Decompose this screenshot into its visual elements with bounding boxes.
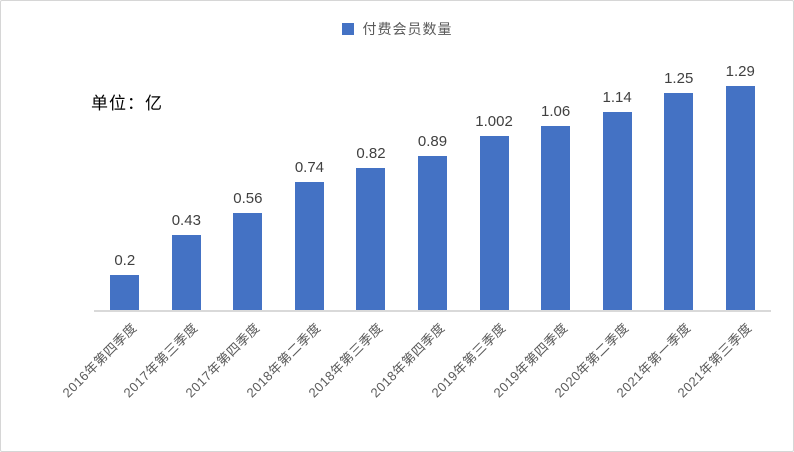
bar-value-label: 1.25 [664, 70, 694, 87]
bar-group: 0.43 [156, 212, 218, 310]
bar-value-label: 0.2 [114, 252, 136, 270]
bar-value-label: 1.002 [475, 113, 513, 131]
x-axis-label: 2019年第三季度 [428, 320, 509, 401]
bar [418, 155, 447, 310]
legend-marker-icon [341, 23, 354, 35]
bar-value-label: 1.06 [541, 103, 571, 120]
x-axis-label: 2017年第四季度 [182, 320, 263, 401]
bar-group: 1.002 [463, 113, 525, 310]
bar-group: 0.56 [217, 190, 279, 310]
bar [110, 275, 140, 310]
x-axis-label: 2020年第二季度 [551, 320, 632, 401]
bar-value-label: 0.56 [233, 189, 263, 207]
bar [356, 167, 386, 310]
bar [479, 136, 509, 310]
bar-group: 0.82 [340, 145, 402, 310]
bar-value-label: 1.29 [725, 63, 755, 81]
x-axis-label: 2018年第四季度 [367, 320, 448, 401]
legend-label: 付费会员数量 [362, 21, 453, 37]
bar [725, 86, 755, 310]
x-axis-label: 2021年第一季度 [613, 320, 694, 401]
x-axis-label: 2017年第三季度 [120, 320, 202, 401]
plot-area: 0.2 0.43 0.56 0.74 0.82 0.89 1.002 1.06 1.14 1.25… [94, 63, 771, 312]
x-axis-label: 2018年第二季度 [243, 320, 325, 401]
bar-value-label: 1.14 [602, 89, 632, 107]
bar-group: 0.89 [402, 132, 464, 310]
x-axis-label: 2016年第四季度 [59, 320, 140, 401]
x-axis-label: 2018年第三季度 [305, 320, 386, 401]
bar [294, 181, 324, 310]
x-axis-label: 2021年第三季度 [674, 320, 755, 401]
bar-group: 1.06 [525, 103, 587, 310]
bar [171, 235, 201, 310]
unit-label: 单位：亿 [91, 94, 163, 113]
bar-value-label: 0.74 [294, 158, 325, 176]
legend: 付费会员数量 [1, 19, 793, 39]
bar [233, 212, 263, 310]
bar-group: 0.2 [94, 252, 156, 310]
bar-group: 1.29 [709, 63, 771, 310]
bar [664, 93, 694, 310]
bar [602, 112, 632, 310]
bar-value-label: 0.43 [171, 212, 201, 230]
bar [541, 126, 571, 310]
bar-group: 1.25 [648, 70, 710, 310]
bar-group: 0.74 [279, 159, 341, 310]
x-axis-label: 2019年第四季度 [490, 320, 571, 401]
bar-value-label: 0.89 [417, 132, 448, 150]
bar-value-label: 0.82 [356, 144, 386, 162]
bar-group: 1.14 [586, 89, 648, 310]
